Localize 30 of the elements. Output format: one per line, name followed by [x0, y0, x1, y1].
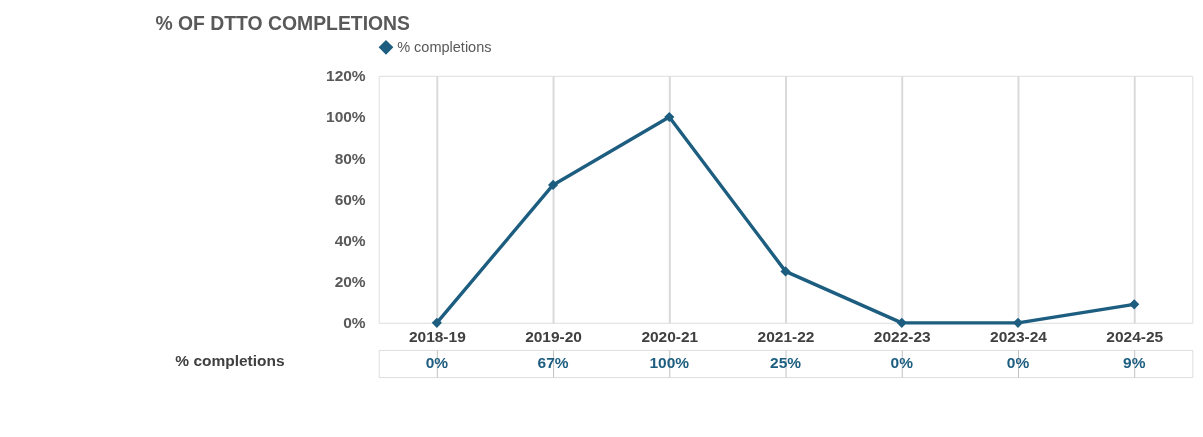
data-label: 100%	[649, 354, 690, 372]
y-tick-label: 20%	[334, 273, 366, 290]
legend-label: % completions	[397, 39, 492, 56]
point	[896, 317, 907, 328]
y-tick-label: 40%	[334, 231, 366, 249]
x-tick-label: 2024-25	[1106, 327, 1164, 345]
x-tick-label: 2019-20	[525, 327, 582, 345]
data-label: 9%	[1123, 354, 1146, 372]
point	[547, 179, 559, 191]
data-label: 0%	[1006, 354, 1030, 372]
point	[431, 317, 442, 328]
data-label: 0%	[890, 354, 914, 372]
y-tick-label: 0%	[343, 314, 366, 332]
data-label: 25%	[770, 354, 802, 372]
x-tick-label: 2018-19	[408, 327, 467, 345]
x-tick-label: 2021-22	[757, 327, 815, 345]
x-tick-label: 2022-23	[873, 327, 932, 345]
text: % completions	[175, 352, 285, 370]
data-label: 67%	[537, 354, 569, 372]
x-tick-label: 2020-21	[641, 327, 699, 345]
point	[1129, 299, 1140, 310]
y-tick-label: 80%	[334, 149, 366, 167]
x-tick-label: 2023-24	[990, 327, 1048, 345]
data-label: 0%	[425, 354, 449, 372]
point	[664, 111, 675, 123]
point	[780, 266, 791, 277]
y-tick-label: 60%	[334, 190, 366, 208]
y-tick-label: 120%	[326, 67, 366, 85]
y-tick-label: 100%	[326, 108, 366, 126]
chart-title: % OF DTTO COMPLETIONS	[155, 11, 411, 34]
